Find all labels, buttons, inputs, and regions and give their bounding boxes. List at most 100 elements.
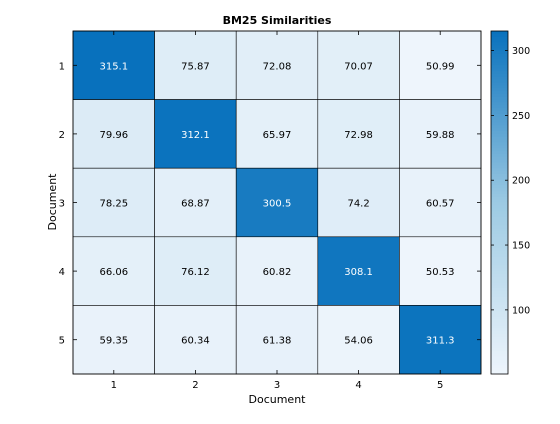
- colorbar-strip: [491, 165, 508, 169]
- colorbar-strip: [491, 199, 508, 203]
- heatmap-cell: [72, 99, 155, 169]
- cell-value-label: 60.57: [426, 199, 455, 210]
- colorbar-strip: [491, 33, 508, 38]
- colorbar-strip: [491, 128, 508, 132]
- colorbar-strip: [491, 316, 508, 321]
- colorbar-strip: [491, 122, 508, 126]
- colorbar-strip: [491, 242, 508, 246]
- colorbar-strip: [491, 333, 508, 338]
- heatmap-cell: [154, 30, 237, 100]
- colorbar-strip: [491, 222, 508, 226]
- colorbar-strip: [491, 233, 508, 238]
- colorbar-strip: [491, 176, 508, 181]
- colorbar-tick-label: 200: [512, 176, 530, 187]
- colorbar-strip: [491, 271, 508, 275]
- colorbar-strip: [491, 248, 508, 252]
- colorbar-strip: [491, 96, 508, 101]
- cell-value-label: 70.07: [344, 61, 373, 72]
- colorbar-strip: [491, 276, 508, 281]
- cell-value-label: 78.25: [99, 199, 128, 210]
- colorbar-strip: [491, 179, 508, 183]
- colorbar-strip: [491, 325, 508, 329]
- colorbar-strip: [491, 351, 508, 355]
- colorbar-strip: [491, 311, 508, 315]
- colorbar-strip: [491, 213, 508, 218]
- colorbar-strip: [491, 211, 508, 215]
- colorbar-tick-label: 250: [512, 111, 530, 122]
- colorbar-strip: [491, 299, 508, 304]
- y-tick-label: 3: [59, 199, 65, 210]
- colorbar-strip: [491, 202, 508, 206]
- colorbar-strip: [491, 153, 508, 158]
- colorbar-strip: [491, 93, 508, 98]
- heatmap-cell: [317, 236, 400, 306]
- cell-value-label: 315.1: [99, 61, 128, 72]
- heatmap-cell: [235, 305, 319, 375]
- colorbar-strip: [491, 308, 508, 312]
- colorbar-tick-label: 150: [512, 241, 530, 252]
- colorbar-strip: [491, 171, 508, 175]
- heatmap-cell: [399, 30, 482, 100]
- colorbar-strip: [491, 31, 508, 35]
- heatmap-cell: [399, 167, 482, 238]
- colorbar-strip: [491, 182, 508, 186]
- colorbar-strip: [491, 296, 508, 301]
- y-tick-label: 2: [59, 130, 65, 141]
- colorbar-tick-label: 300: [512, 46, 530, 57]
- colorbar-strip: [491, 353, 508, 358]
- colorbar-strip: [491, 48, 508, 52]
- colorbar-strip: [491, 256, 508, 261]
- x-tick-label: 3: [274, 380, 280, 391]
- colorbar-strip: [491, 193, 508, 198]
- heatmap-cell: [317, 167, 400, 238]
- colorbar-strip: [491, 68, 508, 72]
- colorbar: 100 150 200 250 300: [490, 30, 530, 375]
- y-axis-label: Document: [46, 173, 59, 231]
- colorbar-strip: [491, 348, 508, 352]
- colorbar-strip: [491, 151, 508, 155]
- colorbar-strip: [491, 302, 508, 306]
- colorbar-strip: [491, 39, 508, 43]
- colorbar-strip: [491, 159, 508, 163]
- colorbar-strip: [491, 288, 508, 292]
- colorbar-strip: [491, 196, 508, 201]
- colorbar-strip: [491, 319, 508, 324]
- colorbar-strip: [491, 345, 508, 349]
- colorbar-strip: [491, 279, 508, 284]
- colorbar-strip: [491, 305, 508, 309]
- colorbar-strip: [491, 119, 508, 123]
- colorbar-strip: [491, 265, 508, 269]
- colorbar-strip: [491, 102, 508, 106]
- colorbar-strip: [491, 42, 508, 46]
- colorbar-frame: [490, 30, 509, 375]
- colorbar-strip: [491, 336, 508, 341]
- heatmap-cell: [72, 305, 155, 375]
- colorbar-strip: [491, 342, 508, 346]
- cell-value-label: 59.88: [426, 130, 455, 141]
- colorbar-strip: [491, 168, 508, 172]
- colorbar-strip: [491, 339, 508, 344]
- x-tick-label: 2: [192, 380, 198, 391]
- colorbar-strip: [491, 116, 508, 121]
- colorbar-strip: [491, 185, 508, 189]
- cell-value-label: 75.87: [181, 61, 210, 72]
- colorbar-strip: [491, 359, 508, 364]
- cell-value-label: 308.1: [344, 267, 373, 278]
- cell-value-label: 60.82: [263, 267, 292, 278]
- heatmap-cells: [72, 30, 482, 375]
- colorbar-strip: [491, 225, 508, 229]
- colorbar-strip: [491, 188, 508, 192]
- heatmap-cell: [399, 236, 482, 306]
- cell-value-label: 50.99: [426, 61, 455, 72]
- colorbar-strip: [491, 228, 508, 232]
- cell-value-labels: 315.1 75.87 72.08 70.07 50.99 79.96 312.1 65.97…: [99, 61, 454, 346]
- colorbar-strip: [491, 251, 508, 255]
- colorbar-strip: [491, 108, 508, 112]
- x-tick-label: 5: [437, 380, 443, 391]
- colorbar-strip: [491, 322, 508, 326]
- cell-value-label: 300.5: [263, 199, 292, 210]
- colorbar-strip: [491, 139, 508, 143]
- colorbar-strip: [491, 133, 508, 138]
- colorbar-strip: [491, 365, 508, 369]
